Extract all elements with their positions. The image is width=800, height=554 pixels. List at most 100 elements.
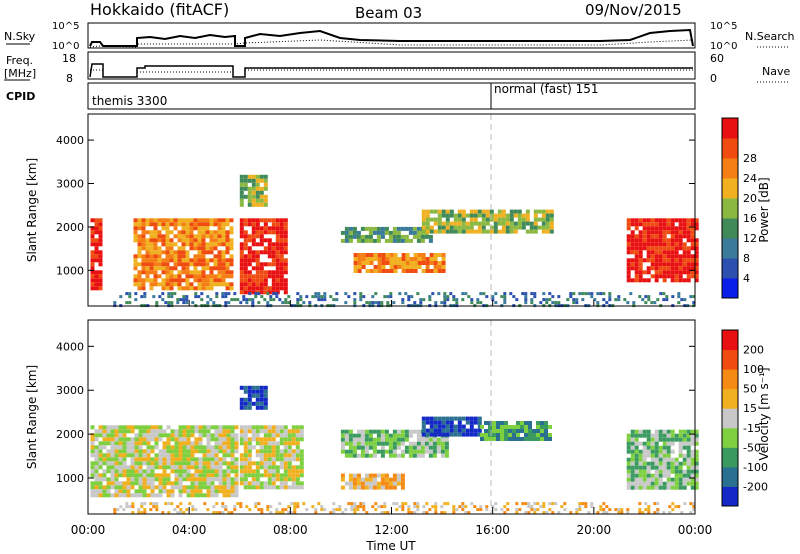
power-cell-3 — [251, 190, 256, 195]
velocity-cell-8 — [407, 511, 411, 515]
power-cell-1 — [161, 270, 166, 275]
velocity-cell-0 — [126, 425, 131, 430]
power-cell-8 — [545, 298, 549, 302]
velocity-cell-0 — [186, 469, 191, 474]
velocity-cell-0 — [178, 461, 183, 466]
power-cell-2 — [283, 222, 288, 227]
velocity-cell-0 — [118, 425, 123, 430]
velocity-cell-3 — [368, 433, 373, 438]
velocity-cell-8 — [692, 505, 696, 509]
power-cell-1 — [149, 254, 154, 259]
velocity-cell-8 — [305, 508, 309, 512]
power-cell-2 — [275, 230, 280, 235]
power-cell-1 — [221, 238, 226, 243]
velocity-cell-0 — [130, 493, 135, 498]
power-cell-5 — [389, 269, 394, 273]
velocity-cell-4 — [360, 485, 365, 490]
velocity-cell-0 — [98, 425, 103, 430]
velocity-cell-5 — [477, 420, 482, 425]
power-cell-7 — [682, 222, 687, 227]
velocity-cell-0 — [134, 461, 139, 466]
power-cell-1 — [153, 266, 158, 271]
velocity-cell-1 — [299, 469, 304, 474]
velocity-cell-5 — [469, 416, 474, 421]
velocity-cell-0 — [130, 469, 135, 474]
power-cell-7 — [638, 278, 643, 283]
velocity-cell-8 — [362, 502, 366, 506]
velocity-cell-7 — [630, 481, 635, 486]
power-cell-4 — [352, 230, 357, 235]
velocity-cell-0 — [150, 437, 155, 442]
power-cell-0 — [98, 230, 103, 235]
velocity-cell-1 — [291, 481, 296, 486]
power-cell-8 — [308, 301, 312, 305]
power-cell-7 — [670, 270, 675, 275]
power-cell-6 — [493, 229, 498, 234]
velocity-cell-0 — [190, 449, 195, 454]
power-cell-6 — [461, 209, 466, 214]
velocity-cell-0 — [150, 489, 155, 494]
power-cell-1 — [173, 242, 178, 247]
power-cell-8 — [419, 301, 423, 305]
power-cell-8 — [386, 301, 390, 305]
power-cell-1 — [165, 234, 170, 239]
power-cell-1 — [209, 250, 214, 255]
power-cell-1 — [161, 238, 166, 243]
velocity-cell-1 — [255, 433, 260, 438]
power-cell-1 — [229, 226, 234, 231]
velocity-cell-8 — [428, 508, 432, 512]
power-cell-7 — [630, 230, 635, 235]
velocity-cell-7 — [678, 445, 683, 450]
velocity-cell-2 — [243, 397, 248, 402]
velocity-cell-7 — [634, 469, 639, 474]
velocity-cell-1 — [295, 433, 300, 438]
power-cell-6 — [501, 209, 506, 214]
velocity-cell-8 — [140, 511, 144, 515]
velocity-cell-0 — [114, 425, 119, 430]
velocity-cell-0 — [230, 493, 235, 498]
velocity-cell-7 — [646, 453, 651, 458]
power-cell-1 — [221, 282, 226, 287]
power-cell-2 — [247, 262, 252, 267]
velocity-cell-1 — [247, 469, 252, 474]
power-cell-7 — [666, 274, 671, 279]
velocity-cell-2 — [255, 389, 260, 394]
power-cell-1 — [149, 266, 154, 271]
velocity-cell-0 — [154, 461, 159, 466]
velocity-cell-4 — [356, 473, 361, 478]
power-cell-1 — [165, 254, 170, 259]
power-cell-5 — [417, 253, 422, 257]
velocity-cell-0 — [166, 477, 171, 482]
velocity-cell-8 — [122, 508, 126, 512]
velocity-cell-6 — [524, 437, 528, 441]
power-cell-1 — [169, 242, 174, 247]
power-cell-1 — [153, 258, 158, 263]
velocity-cell-0 — [194, 481, 199, 486]
velocity-cell-6 — [532, 429, 536, 433]
power-cell-7 — [694, 242, 699, 247]
velocity-cell-7 — [690, 477, 695, 482]
velocity-cell-0 — [98, 481, 103, 486]
power-cell-8 — [194, 295, 198, 299]
power-cell-8 — [248, 292, 252, 296]
power-cell-1 — [193, 270, 198, 275]
power-cell-1 — [225, 274, 230, 279]
velocity-cell-8 — [212, 505, 216, 509]
velocity-cell-7 — [662, 433, 667, 438]
power-cell-1 — [221, 222, 226, 227]
velocity-cell-0 — [94, 465, 99, 470]
velocity-cell-0 — [206, 445, 211, 450]
power-cell-1 — [201, 266, 206, 271]
power-cell-5 — [389, 261, 394, 265]
power-cell-8 — [296, 292, 300, 296]
power-cell-2 — [259, 230, 264, 235]
power-cell-8 — [392, 301, 396, 305]
velocity-cell-6 — [528, 433, 532, 437]
power-cell-7 — [630, 242, 635, 247]
power-cell-8 — [515, 298, 519, 302]
velocity-cell-0 — [138, 461, 143, 466]
power-cell-5 — [353, 261, 358, 265]
velocity-cell-8 — [332, 502, 336, 506]
velocity-cell-7 — [686, 437, 691, 442]
power-cell-6 — [513, 221, 518, 226]
